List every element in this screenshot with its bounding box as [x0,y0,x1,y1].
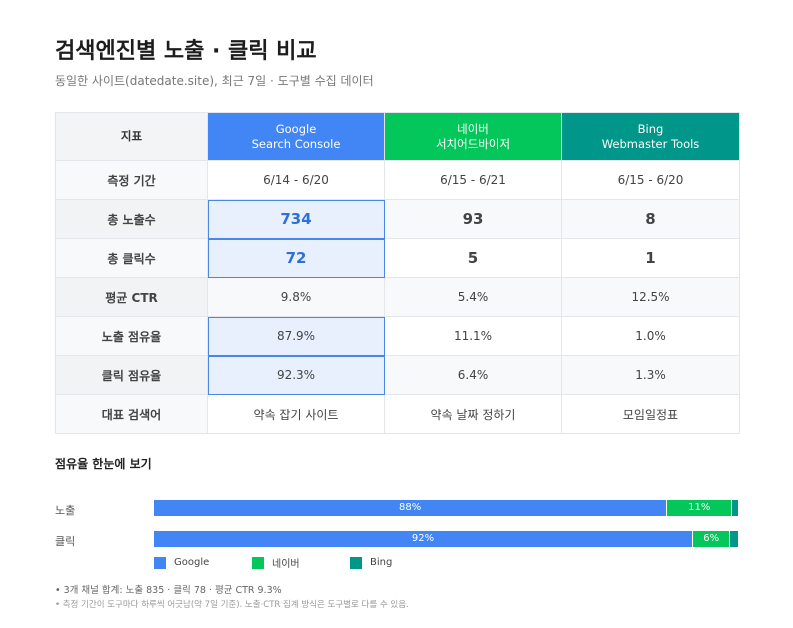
cell-bing: 1.0% [561,316,740,356]
row-label: 총 노출수 [55,199,208,239]
legend-item-google: Google [154,555,252,570]
legend-label: 네이버 [272,559,300,570]
cell-google: 6/14 - 6/20 [207,160,385,200]
cell-google: 87.9% [207,316,385,356]
legend-label: Google [174,557,210,568]
chart-legend: Google 네이버 Bing [154,555,448,570]
column-header-google: Google Search Console [207,112,385,161]
cell-google: 9.8% [207,277,385,317]
cell-bing: 12.5% [561,277,740,317]
table-row: 총 클릭수 72 5 1 [55,238,740,278]
legend-swatch [252,556,264,569]
bar-segment-naver: 11% [667,500,733,516]
cell-bing: 1.3% [561,355,740,395]
cell-naver: 5 [384,238,562,278]
column-header-tool: 서치어드바이저 [435,136,511,151]
bar-label-clicks: 클릭 [55,535,76,548]
table-row: 클릭 점유율 92.3% 6.4% 1.3% [55,355,740,395]
cell-google: 92.3% [207,355,385,395]
legend-item-naver: 네이버 [252,555,350,570]
column-header-name: Bing [637,121,664,136]
column-header-bing: Bing Webmaster Tools [561,112,740,161]
bar-segment-bing [730,531,738,547]
column-header-name: 네이버 [457,121,489,136]
table-row: 평균 CTR 9.8% 5.4% 12.5% [55,277,740,317]
legend-item-bing: Bing [350,555,448,570]
share-bar-impressions: 88% 11% [154,500,738,516]
cell-naver: 11.1% [384,316,562,356]
legend-label: Bing [370,557,393,568]
cell-bing: 8 [561,199,740,239]
cell-google: 72 [207,238,385,278]
bar-segment-google: 88% [154,500,668,516]
row-label: 평균 CTR [55,277,208,317]
column-header-naver: 네이버 서치어드바이저 [384,112,562,161]
bar-label-impressions: 노출 [55,504,76,517]
row-label: 클릭 점유율 [55,355,208,395]
cell-bing: 모임일정표 [561,394,740,434]
cell-bing: 1 [561,238,740,278]
table-row: 노출 점유율 87.9% 11.1% 1.0% [55,316,740,356]
cell-bing: 6/15 - 6/20 [561,160,740,200]
column-header-name: Google [275,121,317,136]
page-title: 검색엔진별 노출 · 클릭 비교 [55,39,317,64]
row-label: 노출 점유율 [55,316,208,356]
cell-google: 734 [207,199,385,239]
cell-naver: 6/15 - 6/21 [384,160,562,200]
bar-segment-google: 92% [154,531,694,547]
share-bar-clicks: 92% 6% [154,531,738,547]
table-header-row: 지표 Google Search Console 네이버 서치어드바이저 Bin… [55,112,740,161]
row-label: 대표 검색어 [55,394,208,434]
legend-swatch [350,556,362,569]
footnote: • 측정 기간이 도구마다 하루씩 어긋남(약 7일 기준). 노출·CTR 집… [55,600,409,610]
cell-naver: 약속 날짜 정하기 [384,394,562,434]
cell-google: 약속 잡기 사이트 [207,394,385,434]
metric-column-header: 지표 [55,112,208,161]
comparison-table: 지표 Google Search Console 네이버 서치어드바이저 Bin… [55,112,740,434]
legend-swatch [154,556,166,569]
page-subtitle: 동일한 사이트(datedate.site), 최근 7일 · 도구별 수집 데… [55,74,374,88]
column-header-tool: Webmaster Tools [601,136,700,151]
cell-naver: 6.4% [384,355,562,395]
table-row: 대표 검색어 약속 잡기 사이트 약속 날짜 정하기 모임일정표 [55,394,740,434]
cell-naver: 93 [384,199,562,239]
bar-segment-naver: 6% [693,531,731,547]
cell-naver: 5.4% [384,277,562,317]
column-header-tool: Search Console [251,136,341,151]
row-label: 측정 기간 [55,160,208,200]
row-label: 총 클릭수 [55,238,208,278]
chart-title: 점유율 한눈에 보기 [55,457,152,471]
bar-segment-bing [732,500,738,516]
footnotes: • 3개 채널 합계: 노출 835 · 클릭 78 · 평균 CTR 9.3%… [55,584,409,612]
footnote: • 3개 채널 합계: 노출 835 · 클릭 78 · 평균 CTR 9.3% [55,585,282,596]
table-row: 총 노출수 734 93 8 [55,199,740,239]
table-row: 측정 기간 6/14 - 6/20 6/15 - 6/21 6/15 - 6/2… [55,160,740,200]
